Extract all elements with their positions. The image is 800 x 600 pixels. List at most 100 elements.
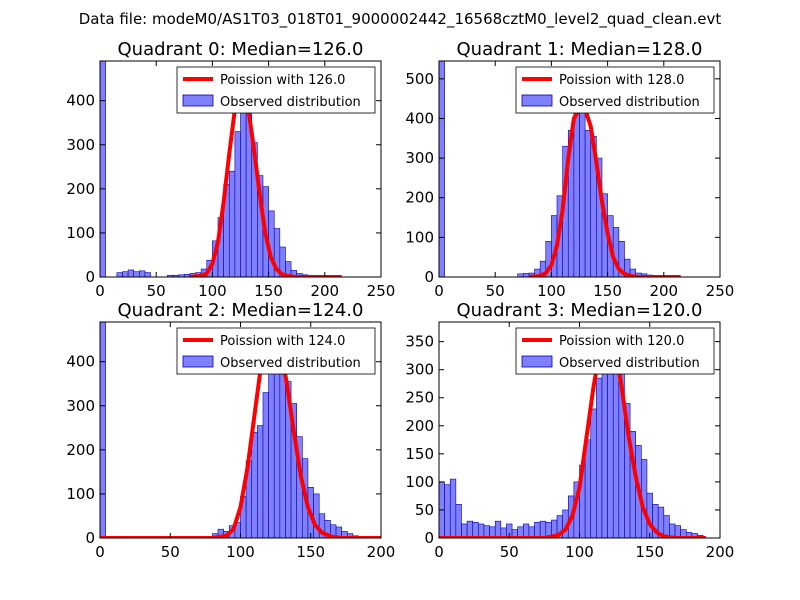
histogram-bar	[285, 261, 292, 277]
y-tick-label: 300	[405, 149, 434, 167]
x-tick-label: 150	[593, 282, 622, 300]
histogram-bar	[116, 272, 123, 277]
poisson-curve	[189, 89, 342, 277]
legend-observed-label: Observed distribution	[220, 95, 361, 110]
subplots: Quadrant 0: Median=126.0 0 50 100 150 200 250 0…	[66, 39, 734, 561]
histogram-bar	[494, 520, 502, 538]
x-tick-label: 50	[147, 282, 166, 300]
y-tick-label: 200	[405, 417, 434, 435]
axes-frame	[99, 60, 382, 278]
x-tick-label: 50	[486, 282, 505, 300]
histogram-bar	[439, 61, 445, 277]
histogram-bar	[444, 484, 451, 538]
histogram-bar	[228, 170, 236, 277]
legend-observed-label: Observed distribution	[559, 356, 700, 371]
poisson-curve	[528, 100, 681, 277]
legend: Poission with 128.0 Observed distribution	[515, 66, 715, 114]
plot-area	[100, 322, 381, 538]
y-tick-label: 0	[85, 268, 95, 286]
subplot-title: Quadrant 0: Median=126.0	[118, 39, 364, 60]
y-tick-label: 400	[66, 353, 95, 371]
x-tick-label: 50	[500, 543, 519, 561]
y-tick-label: 100	[66, 485, 95, 503]
legend-poisson-label: Poission with 128.0	[559, 73, 684, 88]
legend-poisson-label: Poission with 126.0	[220, 73, 345, 88]
legend: Poission with 120.0 Observed distribution	[515, 327, 715, 375]
legend: Poission with 124.0 Observed distribution	[176, 327, 376, 375]
subplot-quadrant-3: Quadrant 3: Median=120.0 0 50 100 150 200 0 50 1…	[405, 300, 734, 561]
y-tick-label: 50	[415, 501, 434, 519]
histogram-bar	[234, 131, 241, 277]
histogram-bar	[262, 392, 269, 538]
histogram-bar	[139, 270, 146, 277]
x-tick-label: 150	[296, 543, 325, 561]
histogram-bar	[522, 523, 530, 538]
histogram-bar	[522, 273, 530, 277]
histogram-bar	[122, 271, 129, 277]
x-tick-label: 150	[254, 282, 283, 300]
legend-poisson-label: Poission with 120.0	[559, 334, 684, 349]
x-tick-label: 200	[649, 282, 678, 300]
x-tick-label: 0	[95, 543, 105, 561]
x-tick-label: 100	[198, 282, 227, 300]
plot-area	[439, 61, 681, 277]
x-tick-label: 100	[537, 282, 566, 300]
subplot-title: Quadrant 1: Median=128.0	[457, 39, 703, 60]
legend-poisson-label: Poission with 124.0	[220, 334, 345, 349]
y-tick-label: 200	[66, 180, 95, 198]
histogram-bar	[133, 271, 140, 277]
plot-area	[439, 334, 706, 538]
x-tick-label: 250	[706, 282, 735, 300]
y-tick-label: 0	[424, 529, 434, 547]
histogram-bar	[100, 322, 106, 538]
histogram-bar	[100, 61, 106, 277]
histogram-bar	[478, 523, 485, 538]
histogram-bar	[268, 363, 275, 538]
x-tick-label: 0	[95, 282, 105, 300]
y-tick-label: 200	[66, 441, 95, 459]
y-tick-label: 300	[66, 136, 95, 154]
y-tick-label: 400	[66, 92, 95, 110]
histogram-bar	[584, 130, 592, 277]
legend-observed-swatch	[182, 355, 214, 368]
y-tick-label: 0	[85, 529, 95, 547]
subplot-quadrant-0: Quadrant 0: Median=126.0 0 50 100 150 200 250 0…	[66, 39, 395, 300]
x-tick-label: 200	[367, 543, 396, 561]
histogram-bar	[590, 408, 597, 538]
legend: Poission with 126.0 Observed distribution	[176, 66, 376, 114]
legend-observed-label: Observed distribution	[220, 356, 361, 371]
histogram-bar	[279, 365, 286, 538]
y-tick-label: 300	[405, 361, 434, 379]
y-tick-label: 0	[424, 268, 434, 286]
histogram-bar	[461, 523, 468, 538]
subplot-quadrant-1: Quadrant 1: Median=128.0 0 50 100 150 200 250 0…	[405, 39, 734, 300]
x-tick-label: 100	[565, 543, 594, 561]
axes-frame	[438, 60, 721, 278]
histogram-bar	[601, 346, 608, 538]
x-tick-label: 250	[367, 282, 396, 300]
y-tick-label: 400	[405, 109, 434, 127]
legend-observed-swatch	[521, 355, 553, 368]
x-tick-label: 200	[310, 282, 339, 300]
histogram-bar	[251, 431, 258, 538]
y-tick-label: 250	[405, 389, 434, 407]
figure-suptitle: Data file: modeM0/AS1T03_018T01_90000024…	[79, 10, 722, 29]
subplot-quadrant-2: Quadrant 2: Median=124.0 0 50 100 150 200 0 100…	[66, 300, 395, 561]
x-tick-label: 150	[635, 543, 664, 561]
legend-box	[515, 327, 715, 375]
histogram-bar	[472, 521, 479, 538]
y-tick-label: 100	[405, 473, 434, 491]
y-tick-label: 150	[405, 445, 434, 463]
histogram-bar	[257, 425, 264, 538]
legend-observed-swatch	[521, 94, 553, 107]
y-tick-label: 200	[405, 189, 434, 207]
legend-observed-swatch	[182, 94, 214, 107]
x-tick-label: 0	[434, 282, 444, 300]
histogram-bar	[539, 520, 547, 538]
histogram-bar	[240, 106, 247, 277]
histogram-bar	[534, 521, 541, 538]
x-tick-label: 100	[226, 543, 255, 561]
histogram-bar	[573, 110, 580, 277]
subplot-title: Quadrant 3: Median=120.0	[457, 300, 703, 321]
